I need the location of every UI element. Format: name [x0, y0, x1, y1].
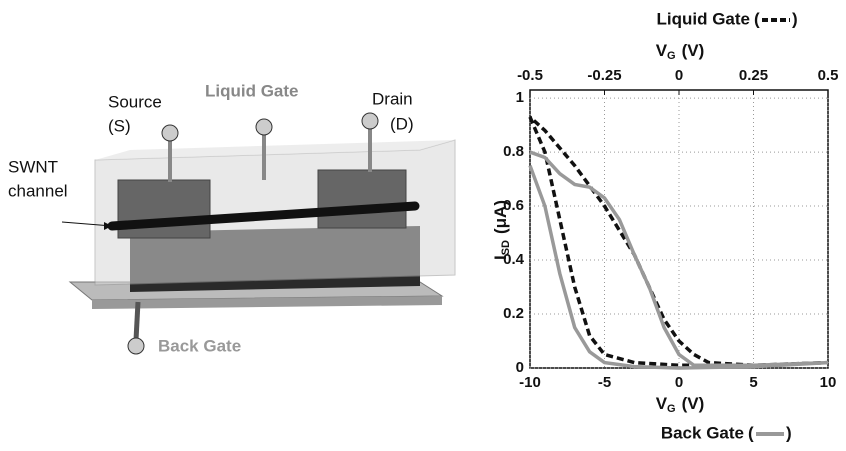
liquid-top — [95, 140, 455, 160]
x2-tick-label: 0.25 — [739, 67, 768, 84]
back-pin — [133, 301, 141, 341]
x2-axis-label-unit: (V) — [682, 41, 705, 60]
gate-ball — [255, 118, 273, 136]
x-tick-label: -10 — [519, 374, 541, 391]
label: Back Gate — [158, 336, 241, 355]
x2-axis-label: VG (V) — [656, 41, 705, 61]
device-diagram: Source (S) Liquid Gate Drain (D) SWNT ch… — [8, 81, 456, 355]
y-tick-label: 0.4 — [503, 251, 525, 268]
y-tick-label: 0 — [516, 359, 524, 376]
label: Liquid Gate — [205, 81, 299, 100]
x2-tick-label: 0 — [675, 67, 683, 84]
label: Source — [108, 92, 162, 111]
y-tick-label: 1 — [516, 89, 524, 106]
x-tick-label: 10 — [820, 374, 837, 391]
y-tick-label: 0.8 — [503, 143, 524, 160]
legend-bracket: ) — [792, 9, 798, 28]
source-ball — [161, 124, 179, 142]
label: SWNT — [8, 157, 58, 176]
x-axis-label: VG (V) — [656, 394, 705, 414]
drain-ball — [361, 112, 379, 130]
label: (D) — [390, 114, 414, 133]
x-axis-label-unit: (V) — [682, 394, 705, 413]
label: channel — [8, 181, 68, 200]
x-tick-label: 0 — [675, 374, 683, 391]
legend-label: Liquid Gate — [657, 9, 751, 28]
label: Drain — [372, 89, 413, 108]
x-axis-label-sub: G — [667, 403, 676, 415]
nanotube — [107, 201, 420, 231]
x2-tick-label: -0.5 — [517, 67, 543, 84]
y-tick-label: 0.2 — [503, 305, 524, 322]
substrate-edge — [92, 296, 442, 309]
source-contact — [117, 179, 211, 239]
series-line — [528, 150, 829, 370]
x2-axis-label-sub: G — [667, 50, 676, 62]
channel-arrow — [61, 221, 113, 227]
x-tick-label: 5 — [749, 374, 757, 391]
legend-bracket: ( — [748, 423, 754, 442]
y-tick-label: 0.6 — [503, 197, 524, 214]
arrow-head — [104, 222, 112, 230]
legend-bracket: ( — [754, 9, 760, 28]
x2-tick-label: 0.5 — [818, 67, 839, 84]
x2-tick-label: -0.25 — [587, 67, 621, 84]
y-axis-label: ISD (μA) — [491, 200, 511, 260]
legend-bracket: ) — [786, 423, 792, 442]
x-axis-label-main: V — [656, 394, 668, 413]
drain-contact — [317, 169, 407, 229]
x-tick-label: -5 — [598, 374, 611, 391]
back-ball — [127, 337, 145, 355]
label: (S) — [108, 116, 131, 135]
legend-label: Back Gate — [661, 423, 744, 442]
y-axis-label-main: I — [491, 255, 510, 260]
x2-axis-label-main: V — [656, 41, 668, 60]
y-axis-label-unit: (μA) — [491, 200, 510, 234]
y-axis-label-sub: SD — [500, 240, 512, 255]
